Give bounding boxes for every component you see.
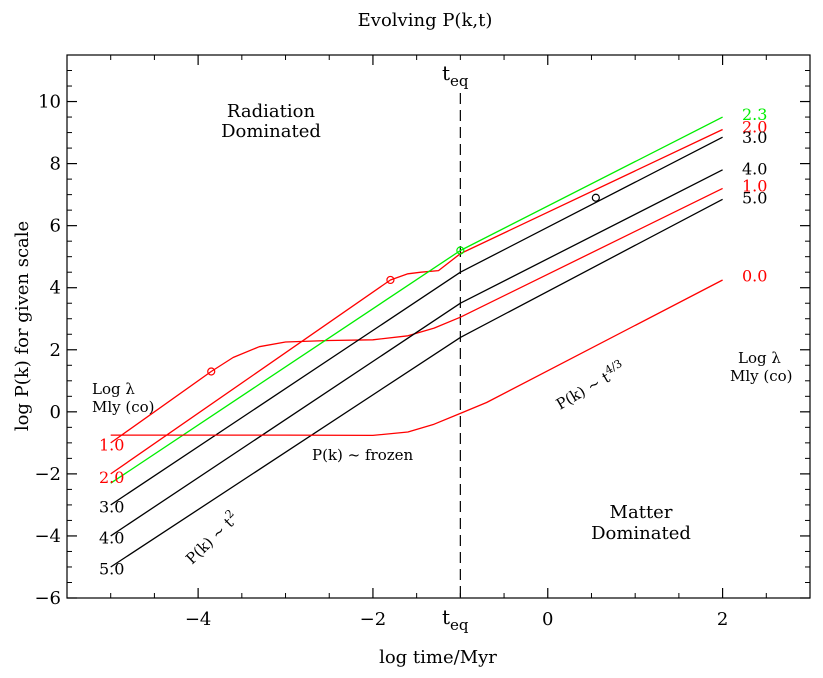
y-tick-label: 2 [50, 340, 61, 361]
series-marker-1 [207, 367, 216, 376]
right-scale-label: 1.0 [742, 176, 767, 195]
plot-frame [66, 54, 811, 599]
matter-label-line2: Dominated [591, 523, 691, 544]
series-line-3 [110, 116, 723, 484]
frozen-annotation: P(k) ~ frozen [312, 446, 414, 464]
right-header-mly: Mly (co) [730, 367, 793, 385]
chart-title: Evolving P(k,t) [358, 10, 493, 31]
teq-top-label: teq [442, 61, 469, 90]
x-tick-label: −2 [360, 609, 387, 630]
x-axis-ticks: −4 −2 0 2 [66, 55, 811, 630]
t43-annotation: P(k) ~ t4/3 [552, 357, 629, 414]
series-marker-2 [386, 275, 395, 285]
series-line-7 [110, 279, 723, 437]
left-scale-label: 5.0 [99, 560, 124, 579]
right-scale-label: 0.0 [742, 266, 767, 285]
left-scale-labels: 1.0 2.0 3.0 4.0 5.0 [99, 435, 124, 578]
series-marker-4 [591, 193, 600, 202]
right-header-log-lambda: Log λ [738, 349, 781, 367]
series-line-5 [110, 169, 723, 537]
matter-label-line1: Matter [610, 502, 673, 523]
right-scale-label: 3.0 [742, 128, 767, 147]
series-line-1 [110, 187, 723, 444]
left-scale-label: 4.0 [99, 528, 124, 547]
y-tick-label: 10 [38, 92, 61, 113]
left-header-log-lambda: Log λ [92, 380, 135, 398]
y-tick-label: 6 [50, 216, 61, 237]
series-line-6 [110, 198, 723, 568]
y-tick-label: 0 [50, 402, 61, 423]
left-scale-label: 1.0 [99, 435, 124, 454]
y-tick-label: 4 [50, 278, 61, 299]
y-tick-label: −2 [34, 464, 61, 485]
right-scale-label: 5.0 [742, 189, 767, 208]
left-scale-label: 3.0 [99, 497, 124, 516]
right-scale-labels: 2.32.03.0 4.01.05.0 0.0 [742, 105, 767, 285]
series-group [110, 116, 723, 568]
x-tick-label: −4 [185, 609, 212, 630]
series-marker-3 [456, 246, 465, 255]
left-header-mly: Mly (co) [92, 398, 155, 416]
teq-bottom-label: teq [442, 605, 469, 634]
series-line-4 [110, 136, 723, 506]
right-scale-label: 2.3 [742, 105, 767, 124]
x-axis-label: log time/Myr [379, 647, 497, 668]
y-tick-label: 8 [50, 154, 61, 175]
radiation-label-line2: Dominated [221, 121, 321, 142]
x-tick-label: 0 [542, 609, 553, 630]
y-tick-label: −4 [34, 526, 61, 547]
x-tick-label: 2 [717, 609, 728, 630]
left-scale-label: 2.0 [99, 468, 124, 487]
y-axis-ticks: −6 −4 −2 0 2 4 6 8 10 [34, 54, 810, 609]
t2-annotation: P(k) ~ t2 [180, 507, 242, 568]
y-axis-label: log P(k) for given scale [12, 221, 33, 431]
radiation-label-line1: Radiation [227, 101, 316, 122]
right-scale-label: 4.0 [742, 159, 767, 178]
y-tick-label: −6 [34, 588, 61, 609]
right-scale-label: 2.0 [742, 117, 767, 136]
